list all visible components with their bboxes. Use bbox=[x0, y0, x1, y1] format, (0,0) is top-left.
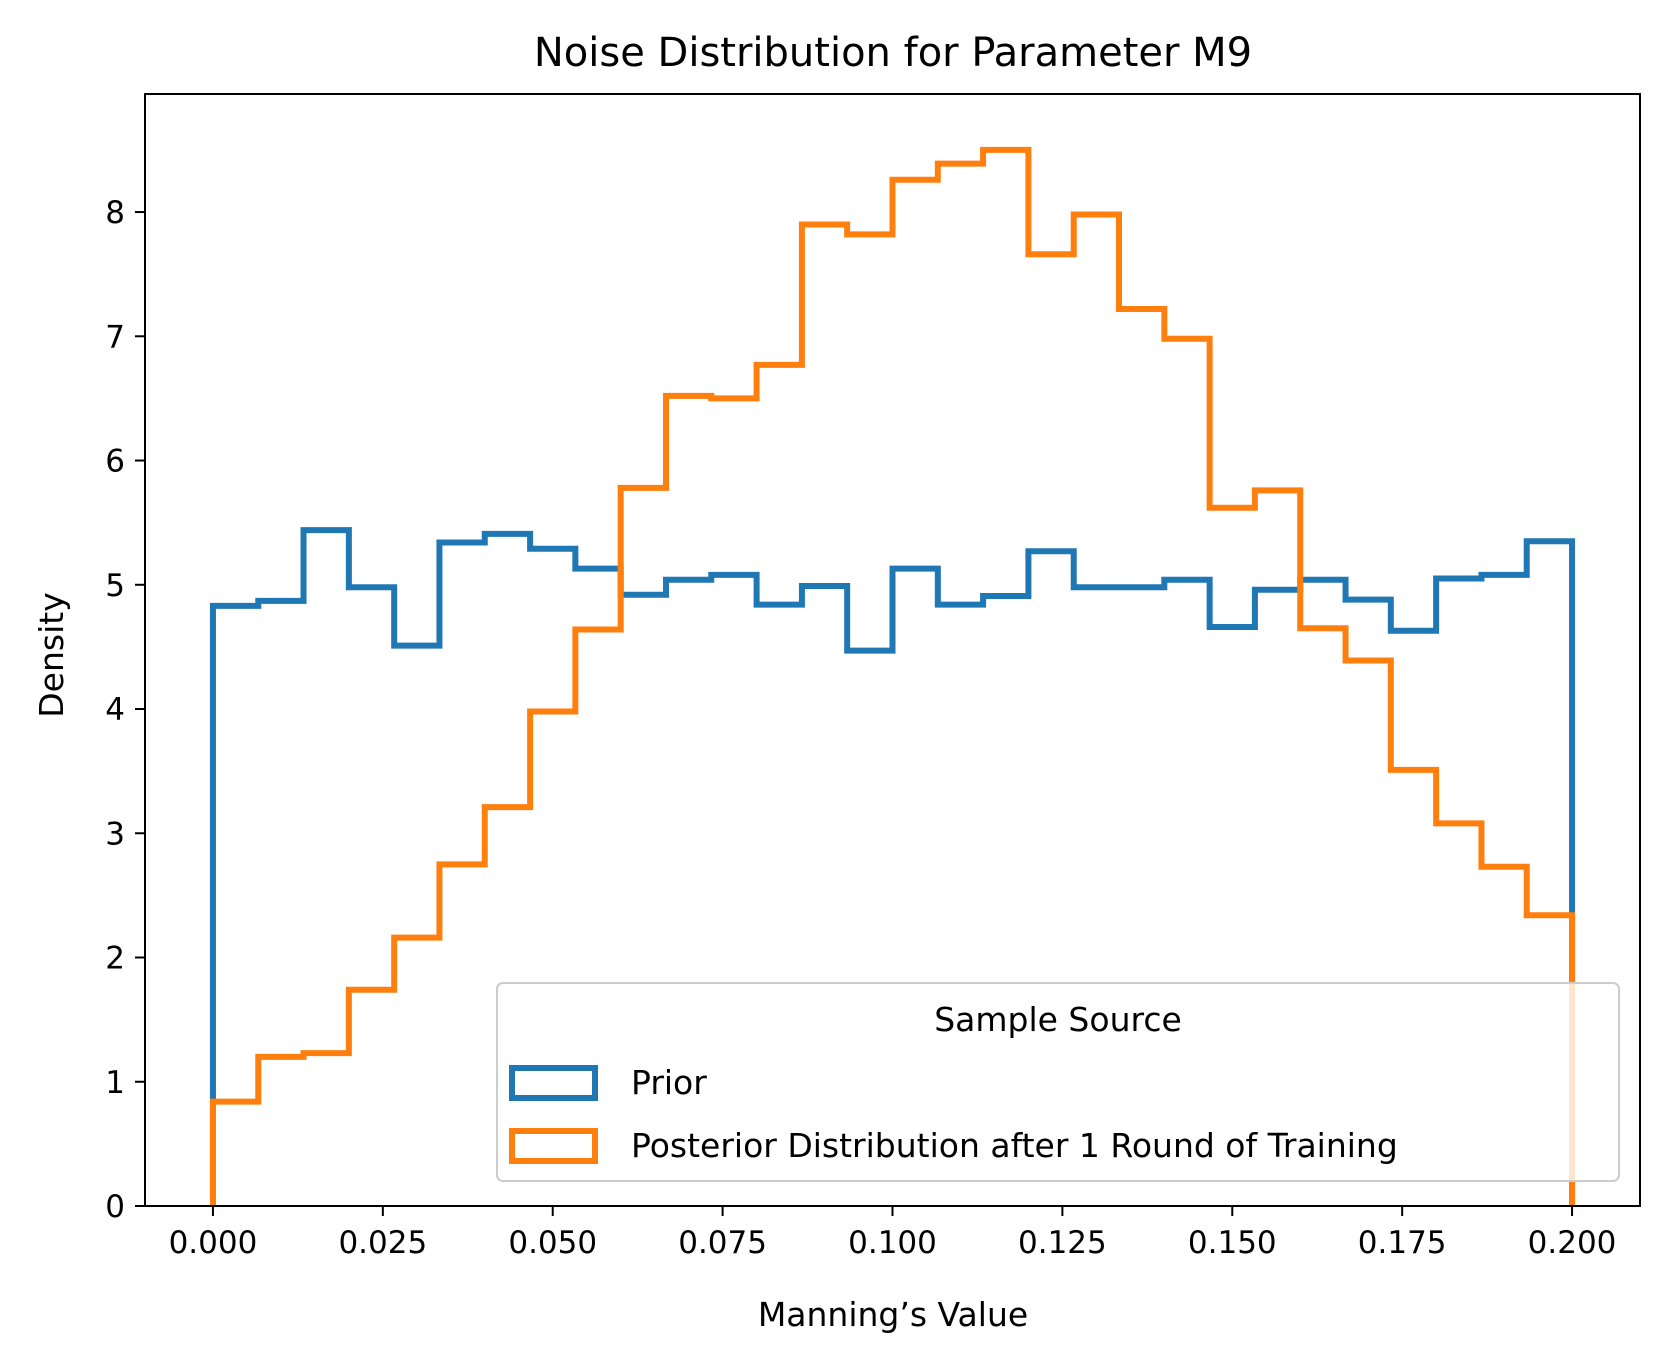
prior-histogram-step bbox=[209, 527, 1576, 1206]
x-tick-label: 0.200 bbox=[1528, 1225, 1617, 1261]
y-tick-label: 1 bbox=[105, 1065, 125, 1101]
x-tick-label: 0.150 bbox=[1188, 1225, 1277, 1261]
y-tick-label: 2 bbox=[105, 941, 125, 977]
y-tick-label: 6 bbox=[105, 444, 125, 480]
y-tick-label: 0 bbox=[105, 1189, 125, 1225]
x-tick-label: 0.175 bbox=[1358, 1225, 1447, 1261]
y-tick-label: 5 bbox=[105, 568, 125, 604]
y-axis-label: Density bbox=[32, 592, 71, 717]
x-tick-label: 0.100 bbox=[848, 1225, 937, 1261]
posterior-histogram-step bbox=[209, 146, 1576, 1206]
legend-swatch-prior bbox=[509, 1065, 598, 1101]
chart-title: Noise Distribution for Parameter M9 bbox=[534, 30, 1252, 76]
y-tick-label: 7 bbox=[105, 319, 125, 355]
x-axis-ticks: 0.000 0.025 0.050 0.075 0.100 0.125 0.150 0.175… bbox=[169, 1206, 1617, 1261]
legend-label-posterior: Posterior Distribution after 1 Round of … bbox=[631, 1126, 1398, 1165]
x-tick-label: 0.025 bbox=[338, 1225, 427, 1261]
y-tick-label: 3 bbox=[105, 816, 125, 852]
y-axis-ticks: 0 1 2 3 4 5 6 7 8 bbox=[105, 195, 145, 1225]
legend: Sample Source Prior Posterior Distributi… bbox=[496, 982, 1620, 1182]
legend-box bbox=[496, 982, 1620, 1182]
x-axis-label: Manning’s Value bbox=[758, 1295, 1028, 1334]
legend-swatch-posterior bbox=[509, 1128, 598, 1164]
legend-label-prior: Prior bbox=[631, 1063, 707, 1102]
x-tick-label: 0.000 bbox=[169, 1225, 258, 1261]
x-tick-label: 0.050 bbox=[508, 1225, 597, 1261]
y-tick-label: 4 bbox=[105, 692, 125, 728]
x-tick-label: 0.125 bbox=[1018, 1225, 1107, 1261]
y-tick-label: 8 bbox=[105, 195, 125, 231]
legend-title: Sample Source bbox=[934, 1000, 1182, 1039]
series-layer bbox=[209, 146, 1576, 1206]
x-tick-label: 0.075 bbox=[678, 1225, 767, 1261]
